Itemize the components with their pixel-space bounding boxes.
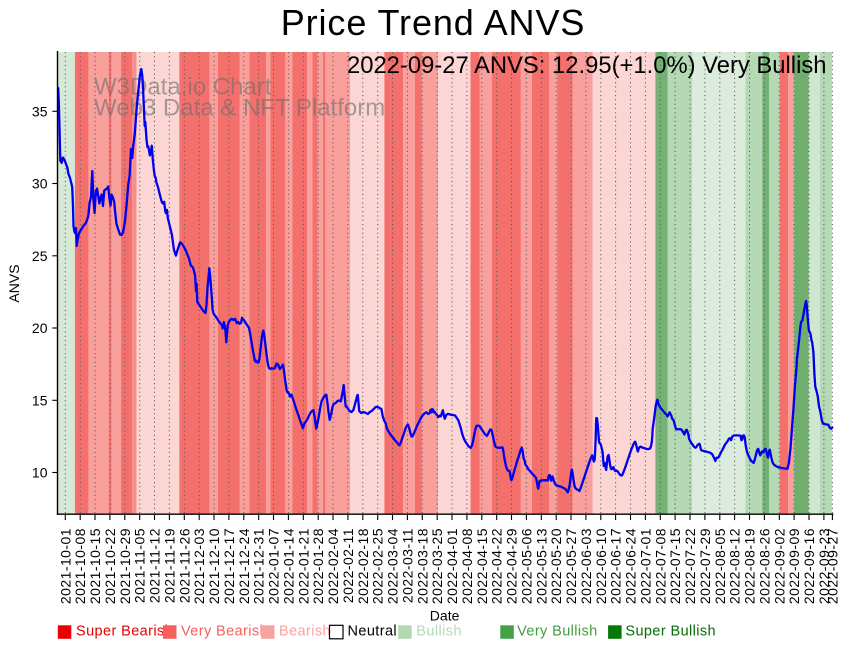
svg-text:2022-02-04: 2022-02-04 — [325, 528, 341, 604]
svg-text:2022-04-22: 2022-04-22 — [489, 528, 505, 604]
svg-text:2022-04-01: 2022-04-01 — [444, 528, 460, 604]
svg-text:2022-08-12: 2022-08-12 — [727, 528, 743, 604]
svg-text:15: 15 — [32, 392, 48, 408]
svg-text:2022-09-09: 2022-09-09 — [786, 528, 802, 604]
svg-text:2021-12-10: 2021-12-10 — [206, 528, 222, 604]
svg-text:2021-10-29: 2021-10-29 — [117, 528, 133, 604]
svg-text:2022-07-08: 2022-07-08 — [652, 528, 668, 604]
svg-text:Very Bullish: Very Bullish — [517, 624, 598, 640]
svg-text:2022-04-08: 2022-04-08 — [459, 528, 475, 604]
svg-text:2022-09-23: 2022-09-23 — [816, 528, 832, 604]
svg-text:2021-12-24: 2021-12-24 — [236, 528, 252, 604]
svg-text:2021-10-15: 2021-10-15 — [87, 528, 103, 604]
svg-text:2022-01-28: 2022-01-28 — [310, 528, 326, 604]
svg-text:2022-06-03: 2022-06-03 — [578, 528, 594, 604]
svg-text:Bullish: Bullish — [416, 624, 462, 640]
svg-text:2022-05-20: 2022-05-20 — [548, 528, 564, 604]
svg-text:2022-03-04: 2022-03-04 — [385, 528, 401, 604]
svg-text:2022-08-19: 2022-08-19 — [742, 528, 758, 604]
svg-text:2022-09-02: 2022-09-02 — [771, 528, 787, 604]
svg-text:2022-08-26: 2022-08-26 — [756, 528, 772, 604]
svg-text:Neutral: Neutral — [348, 624, 398, 640]
svg-text:W3Data.io Chart: W3Data.io Chart — [94, 74, 272, 101]
svg-text:2022-02-25: 2022-02-25 — [370, 528, 386, 604]
svg-text:2022-07-29: 2022-07-29 — [697, 528, 713, 604]
svg-text:2022-03-18: 2022-03-18 — [414, 528, 430, 604]
svg-text:2022-02-18: 2022-02-18 — [355, 528, 371, 604]
svg-text:2021-11-12: 2021-11-12 — [147, 528, 163, 603]
svg-text:Super Bullish: Super Bullish — [625, 624, 716, 640]
svg-text:ANVS: ANVS — [6, 264, 22, 302]
svg-text:2021-12-31: 2021-12-31 — [251, 528, 267, 604]
svg-text:2022-08-05: 2022-08-05 — [712, 528, 728, 604]
svg-text:Super Bearish: Super Bearish — [76, 624, 173, 640]
svg-text:Price Trend ANVS: Price Trend ANVS — [281, 2, 586, 43]
svg-text:2022-01-07: 2022-01-07 — [266, 528, 282, 604]
svg-text:2022-06-24: 2022-06-24 — [623, 528, 639, 604]
svg-text:2022-05-27: 2022-05-27 — [563, 528, 579, 604]
svg-text:2022-01-14: 2022-01-14 — [280, 528, 296, 604]
svg-text:2022-07-01: 2022-07-01 — [637, 528, 653, 604]
svg-text:30: 30 — [32, 176, 48, 192]
svg-text:2022-03-11: 2022-03-11 — [399, 528, 415, 603]
svg-text:2022-01-21: 2022-01-21 — [295, 528, 311, 604]
svg-text:2021-12-03: 2021-12-03 — [191, 528, 207, 604]
svg-text:2022-05-06: 2022-05-06 — [518, 528, 534, 604]
svg-text:Date: Date — [430, 608, 460, 624]
svg-text:2021-11-19: 2021-11-19 — [161, 528, 177, 603]
svg-text:Very Bearish: Very Bearish — [181, 624, 268, 640]
svg-text:2022-09-16: 2022-09-16 — [801, 528, 817, 604]
svg-text:2021-11-26: 2021-11-26 — [176, 528, 192, 603]
svg-text:2022-07-22: 2022-07-22 — [682, 528, 698, 604]
svg-text:20: 20 — [32, 320, 48, 336]
svg-text:2022-03-25: 2022-03-25 — [429, 528, 445, 604]
svg-text:2022-06-17: 2022-06-17 — [608, 528, 624, 604]
svg-text:2021-11-05: 2021-11-05 — [132, 528, 148, 603]
svg-text:2022-09-27: 2022-09-27 — [824, 528, 840, 604]
svg-text:2022-06-10: 2022-06-10 — [593, 528, 609, 604]
svg-text:35: 35 — [32, 103, 48, 119]
svg-text:25: 25 — [32, 248, 48, 264]
svg-text:2022-04-15: 2022-04-15 — [474, 528, 490, 604]
svg-text:2022-04-29: 2022-04-29 — [504, 528, 520, 604]
svg-text:2022-02-11: 2022-02-11 — [340, 528, 356, 603]
svg-text:2021-10-08: 2021-10-08 — [72, 528, 88, 604]
svg-text:2022-09-27 ANVS: 12.95(+1.0%): 2022-09-27 ANVS: 12.95(+1.0%) Very Bulli… — [347, 52, 827, 79]
svg-text:10: 10 — [32, 465, 48, 481]
svg-text:2021-12-17: 2021-12-17 — [221, 528, 237, 604]
svg-text:2021-10-01: 2021-10-01 — [57, 528, 73, 604]
svg-text:Bearish: Bearish — [279, 624, 331, 640]
svg-text:2022-07-15: 2022-07-15 — [667, 528, 683, 604]
svg-text:2021-10-22: 2021-10-22 — [102, 528, 118, 604]
svg-text:2022-05-13: 2022-05-13 — [533, 528, 549, 604]
